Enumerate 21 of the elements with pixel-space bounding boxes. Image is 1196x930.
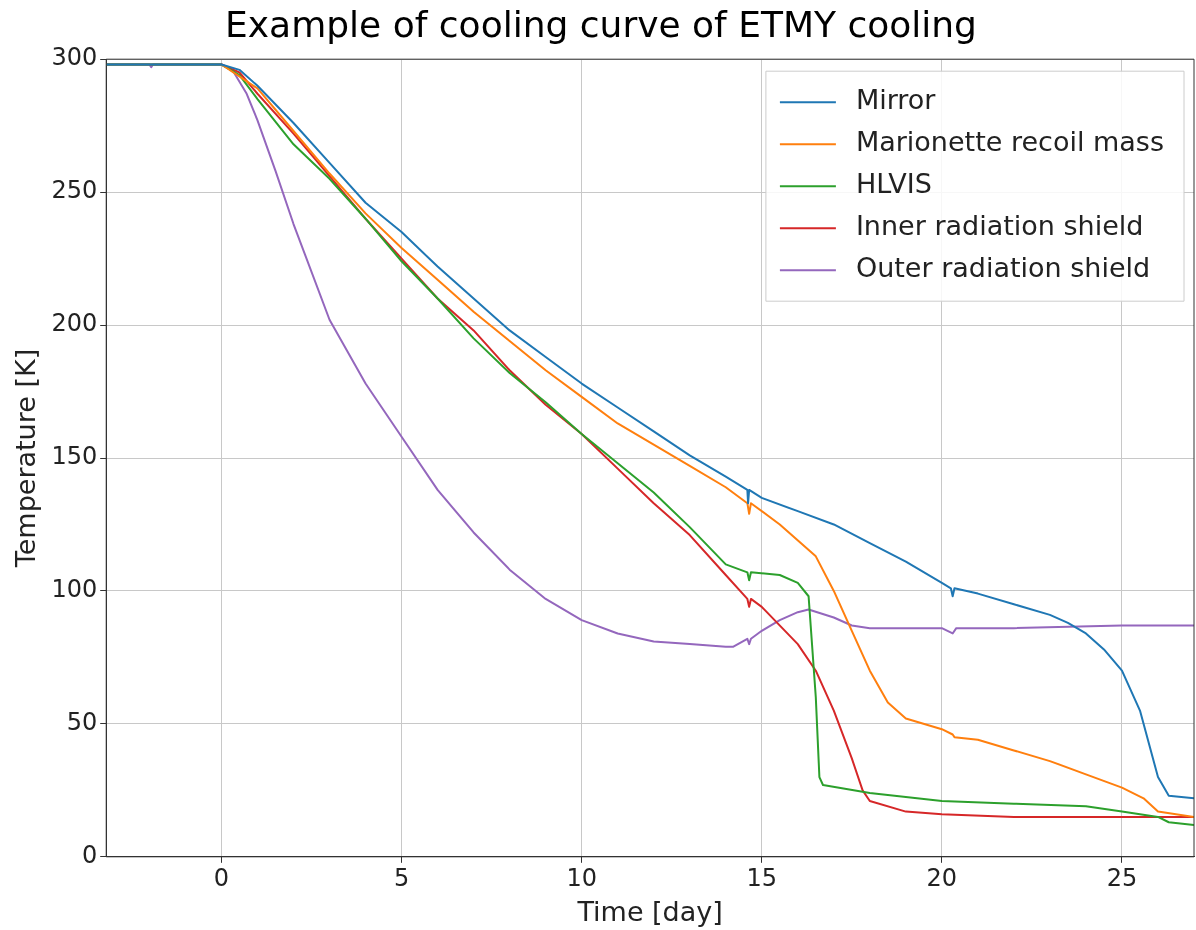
x-tick-label: 25 <box>1106 864 1138 893</box>
x-tick-label: 15 <box>746 864 778 893</box>
legend-label: Mirror <box>855 84 937 116</box>
chart-title: Example of cooling curve of ETMY cooling <box>225 3 977 45</box>
legend-label: Marionette recoil mass <box>855 126 1165 158</box>
x-tick-label: 20 <box>926 864 958 893</box>
y-tick-label: 100 <box>51 575 98 604</box>
y-tick-label: 50 <box>66 708 98 737</box>
legend-label: Inner radiation shield <box>855 210 1144 242</box>
x-tick-label: 5 <box>393 864 410 893</box>
y-tick-label: 300 <box>51 43 98 72</box>
legend-label: Outer radiation shield <box>855 252 1151 284</box>
y-tick-label: 150 <box>51 442 98 471</box>
x-tick-label: 10 <box>566 864 597 893</box>
y-tick-label: 250 <box>51 176 98 205</box>
legend-label: HLVIS <box>855 168 932 200</box>
y-axis-title: Temperature [K] <box>10 348 42 569</box>
x-axis-title: Time [day] <box>576 895 723 927</box>
x-tick-label: 0 <box>213 864 230 893</box>
y-tick-label: 200 <box>51 309 98 338</box>
y-tick-label: 0 <box>81 841 98 870</box>
